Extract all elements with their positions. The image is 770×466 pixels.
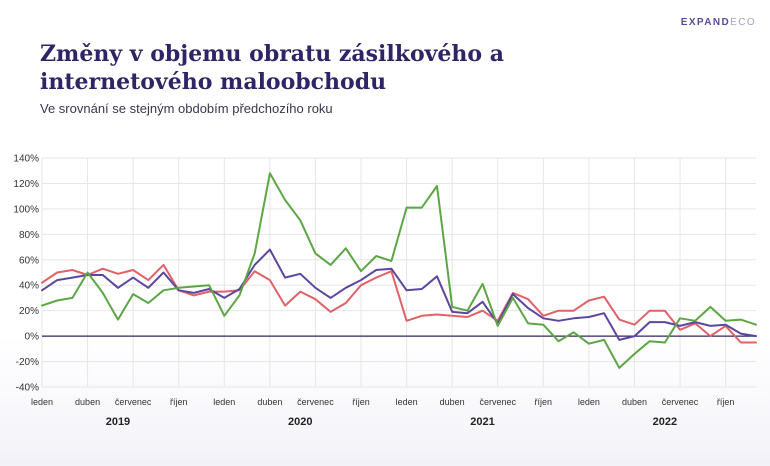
x-tick-label: duben bbox=[75, 397, 100, 407]
chart-title: Změny v objemu obratu zásilkového a inte… bbox=[40, 41, 505, 95]
y-tick-label: 0% bbox=[25, 332, 40, 343]
x-tick-label: duben bbox=[622, 397, 647, 407]
x-tick-label: leden bbox=[396, 397, 418, 407]
chart-subtitle: Ve srovnání se stejným obdobím předchozí… bbox=[40, 101, 333, 116]
logo-primary: EXPAND bbox=[680, 17, 731, 28]
series-layer bbox=[41, 172, 757, 369]
year-label: 2020 bbox=[288, 416, 312, 428]
y-tick-label: 100% bbox=[13, 204, 39, 215]
year-label: 2022 bbox=[653, 416, 677, 428]
x-tick-label: leden bbox=[213, 397, 235, 407]
x-tick-label: duben bbox=[257, 397, 282, 407]
x-tick-label: duben bbox=[440, 397, 465, 407]
year-label: 2019 bbox=[106, 416, 130, 428]
y-tick-label: 80% bbox=[19, 230, 39, 241]
x-tick-label: říjen bbox=[717, 397, 735, 407]
axis-layer: -40% -20% 0% 20% 40% 60% 80% 100% 120% 140% leden d… bbox=[13, 154, 756, 428]
y-tick-label: 60% bbox=[19, 255, 39, 266]
grid-layer bbox=[41, 157, 756, 388]
x-tick-label: červenec bbox=[662, 397, 699, 407]
x-tick-label: říjen bbox=[170, 397, 188, 407]
x-tick-label: leden bbox=[31, 397, 53, 407]
x-tick-label: říjen bbox=[535, 397, 553, 407]
expandeco-logo: EXPANDECO bbox=[681, 17, 756, 28]
x-tick-label: říjen bbox=[352, 397, 370, 407]
y-tick-label: -40% bbox=[16, 383, 39, 394]
y-tick-label: 120% bbox=[13, 179, 39, 190]
y-tick-label: 140% bbox=[13, 154, 39, 165]
x-tick-label: červenec bbox=[115, 397, 152, 407]
logo-secondary: ECO bbox=[730, 17, 756, 28]
x-tick-label: červenec bbox=[479, 397, 516, 407]
series-line-3 bbox=[41, 172, 757, 369]
series-line-2 bbox=[41, 248, 757, 341]
x-tick-label: leden bbox=[578, 397, 600, 407]
y-tick-label: 20% bbox=[19, 306, 39, 317]
year-label: 2021 bbox=[470, 416, 494, 428]
x-tick-label: červenec bbox=[297, 397, 334, 407]
y-tick-label: -20% bbox=[16, 357, 39, 368]
y-tick-label: 40% bbox=[19, 281, 39, 292]
series-line-1 bbox=[41, 263, 757, 344]
